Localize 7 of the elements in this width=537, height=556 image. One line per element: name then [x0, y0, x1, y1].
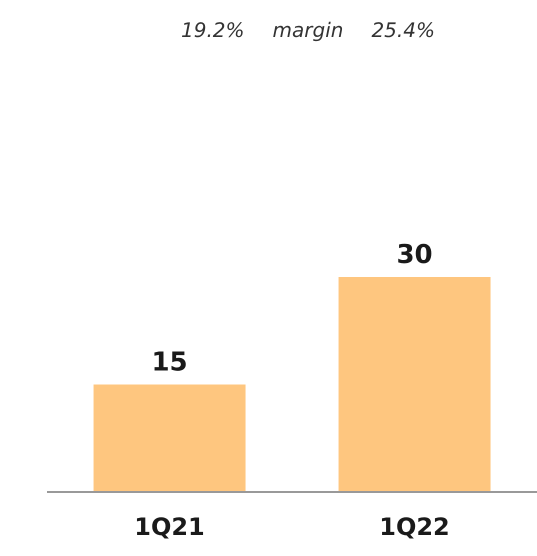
- x-tick-label: 1Q21: [134, 513, 205, 542]
- data-label: 30: [396, 240, 433, 270]
- text: 25.4%: [371, 18, 435, 42]
- x-tick-label: 1Q22: [379, 513, 450, 542]
- text: 19.2%: [181, 18, 245, 42]
- data-label: 15: [151, 348, 188, 378]
- text: margin: [272, 18, 344, 42]
